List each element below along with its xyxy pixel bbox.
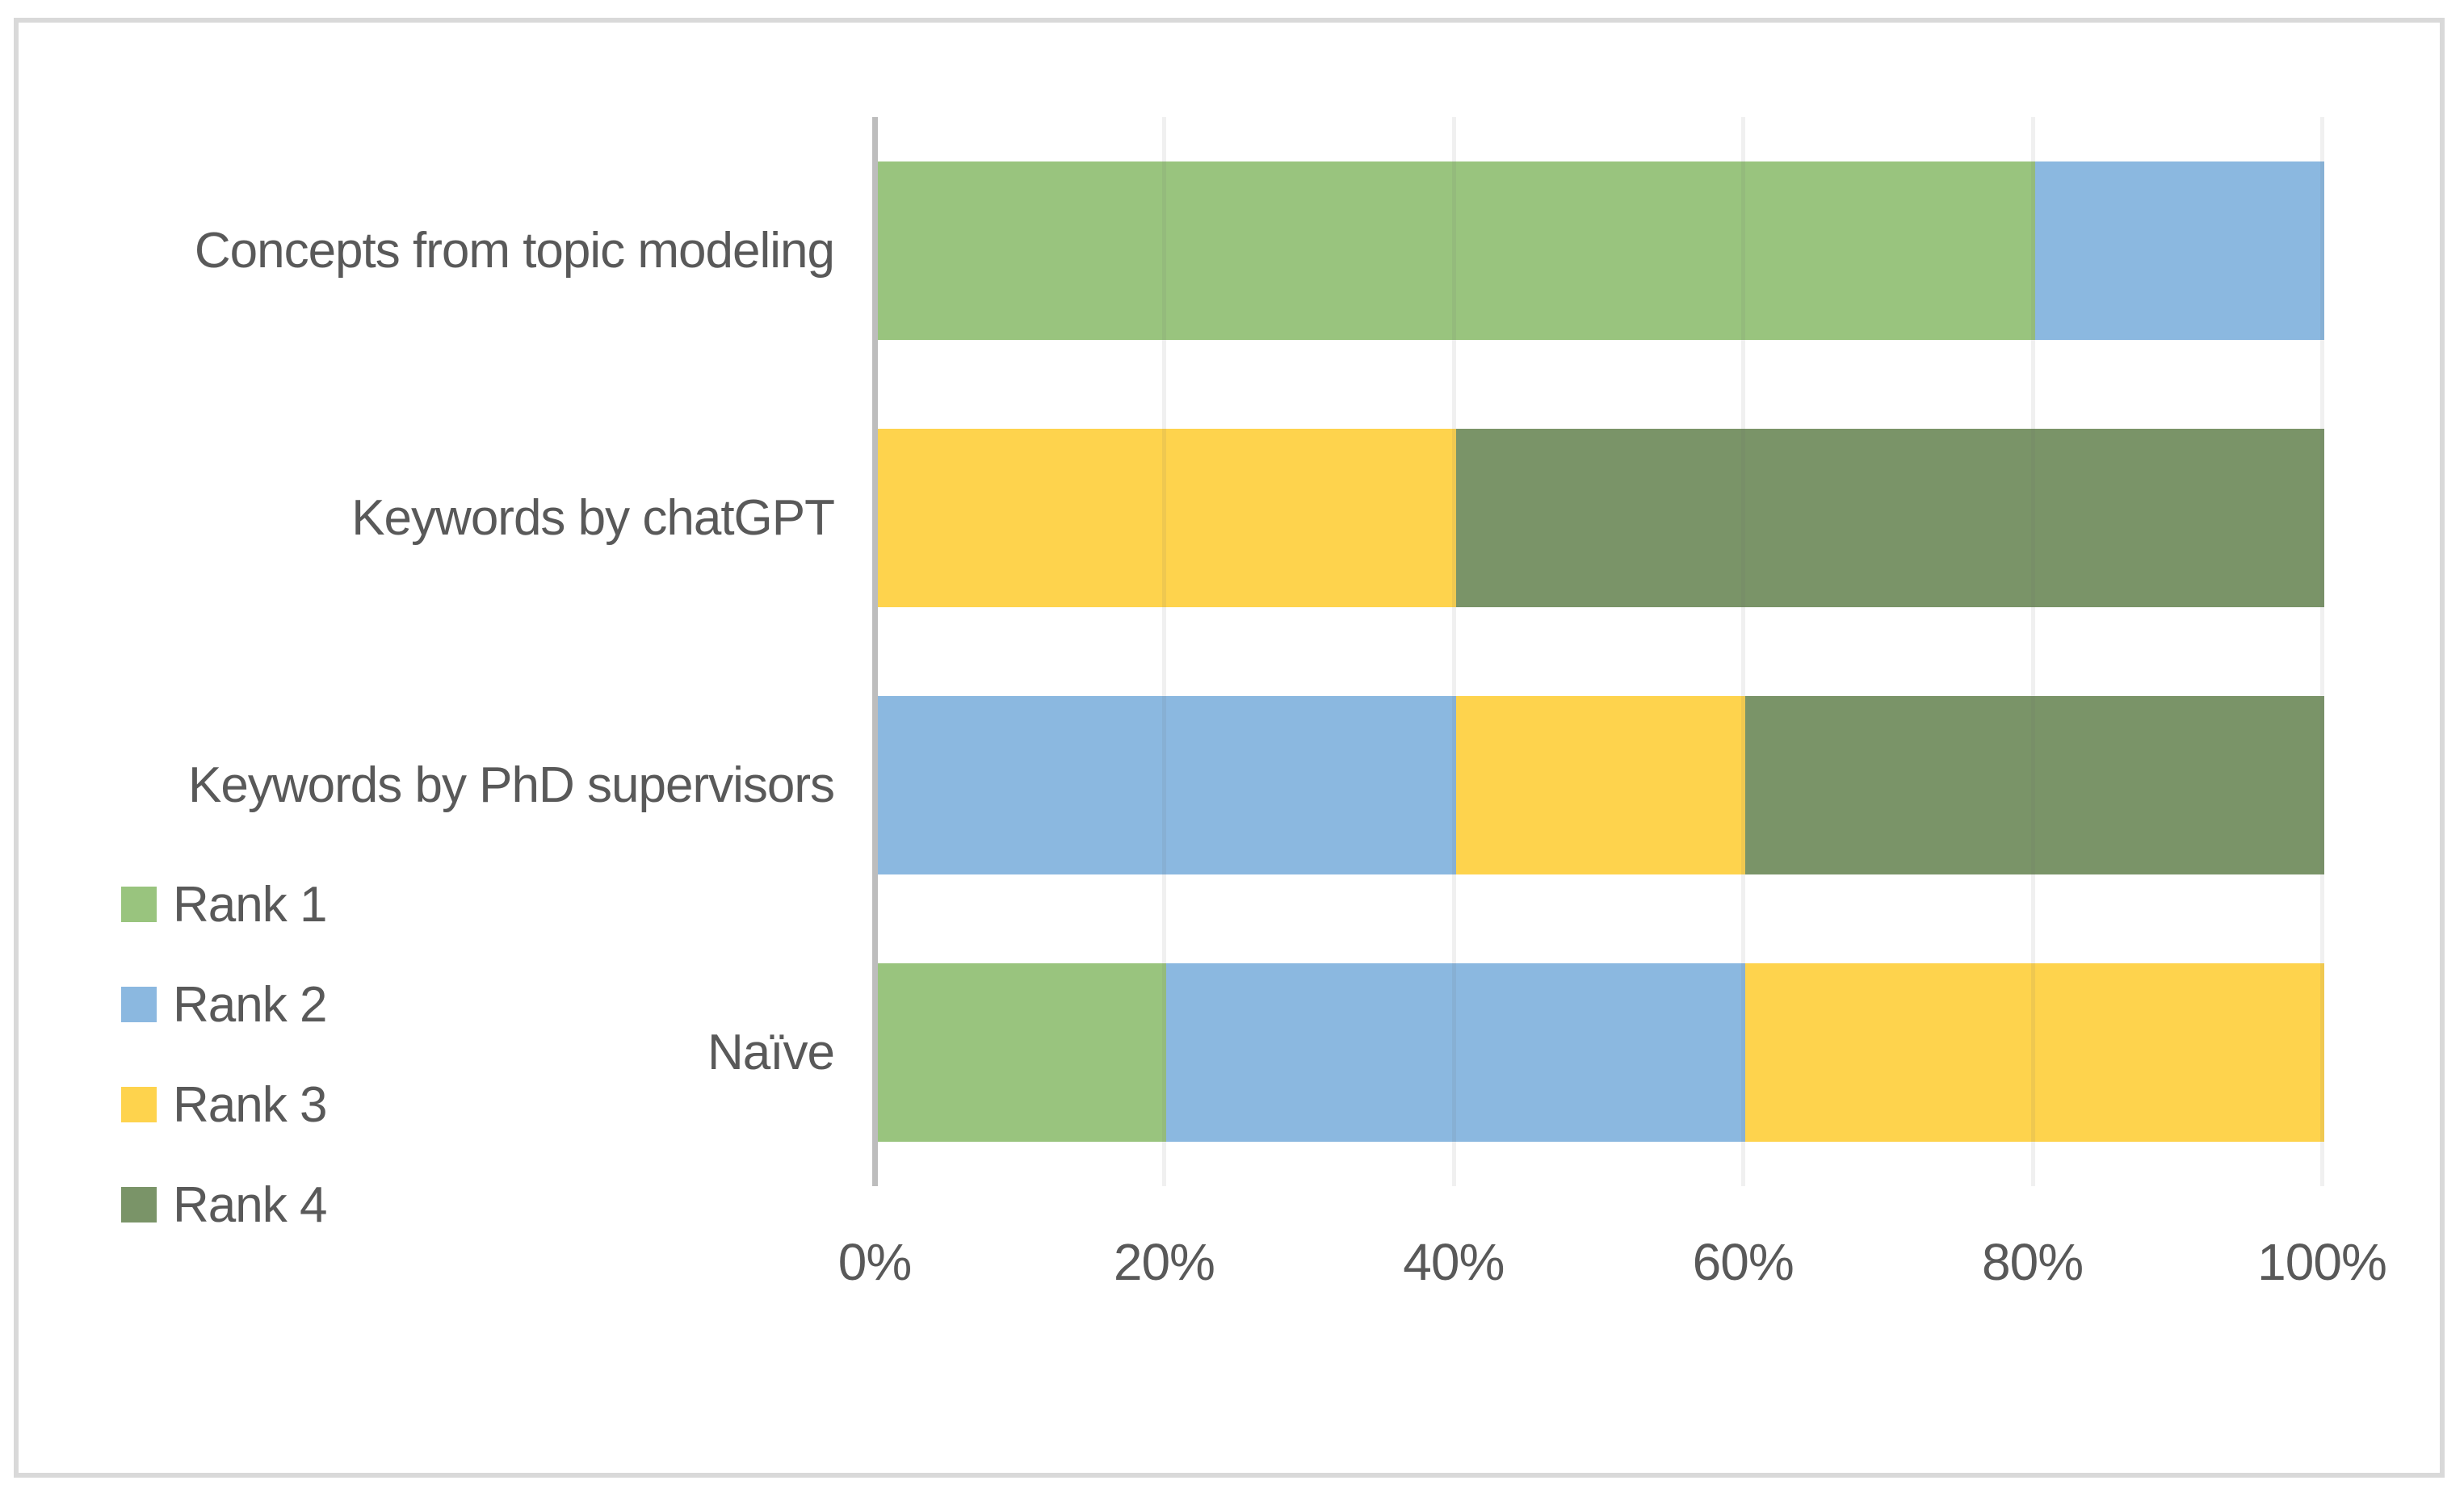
bar-segment-rank-2	[2034, 161, 2324, 340]
bar-row	[877, 696, 2324, 874]
legend-swatch-icon	[121, 887, 157, 922]
bar-segment-rank-3	[1455, 696, 1746, 874]
bar-segment-rank-3	[877, 429, 1456, 607]
bar-segment-rank-4	[1745, 696, 2324, 874]
x-tick-label-20pct: 20%	[1113, 1233, 1215, 1291]
bar-segment-rank-3	[1745, 963, 2324, 1142]
legend-swatch-icon	[121, 1087, 157, 1122]
legend-item-rank-3: Rank 3	[121, 1055, 808, 1155]
x-tick-label-80pct: 80%	[1982, 1233, 2084, 1291]
bar-segment-rank-1	[877, 963, 1167, 1142]
x-tick-label-60pct: 60%	[1692, 1233, 1794, 1291]
x-tick-label-100pct: 100%	[2257, 1233, 2387, 1291]
category-label-keywords-by-chatgpt: Keywords by chatGPT	[351, 490, 835, 546]
legend-label: Rank 2	[173, 976, 327, 1033]
legend-swatch-icon	[121, 1187, 157, 1222]
legend-label: Rank 4	[173, 1176, 327, 1233]
category-label-concepts-from-topic-modeling: Concepts from topic modeling	[194, 223, 835, 279]
bar-segment-rank-2	[877, 696, 1456, 874]
x-tick-label-40pct: 40%	[1403, 1233, 1505, 1291]
value-axis-labels: 0% 20% 40% 60% 80% 100%	[838, 1232, 2387, 1305]
chart-frame: Concepts from topic modeling Keywords by…	[14, 18, 2445, 1478]
legend-item-rank-2: Rank 2	[121, 954, 808, 1055]
category-axis-line	[872, 117, 878, 1186]
bar-segment-rank-4	[1455, 429, 2324, 607]
bar-row	[877, 963, 2324, 1142]
bar-segment-rank-2	[1166, 963, 1746, 1142]
bar-row	[877, 429, 2324, 607]
bar-row	[877, 161, 2324, 340]
legend: Rank 1 Rank 2 Rank 3 Rank 4	[121, 854, 808, 1255]
x-tick-label-0pct: 0%	[837, 1233, 913, 1291]
category-label-keywords-by-phd-supervisors: Keywords by PhD supervisors	[188, 757, 835, 813]
bars-container	[877, 117, 2324, 1186]
legend-item-rank-4: Rank 4	[121, 1155, 808, 1255]
legend-label: Rank 3	[173, 1076, 327, 1133]
category-axis-labels: Concepts from topic modeling Keywords by…	[43, 117, 835, 1186]
legend-label: Rank 1	[173, 876, 327, 933]
legend-swatch-icon	[121, 987, 157, 1022]
category-label-naive: Naïve	[707, 1025, 835, 1080]
bar-segment-rank-1	[877, 161, 2035, 340]
legend-item-rank-1: Rank 1	[121, 854, 808, 954]
plot-area	[872, 117, 2324, 1186]
